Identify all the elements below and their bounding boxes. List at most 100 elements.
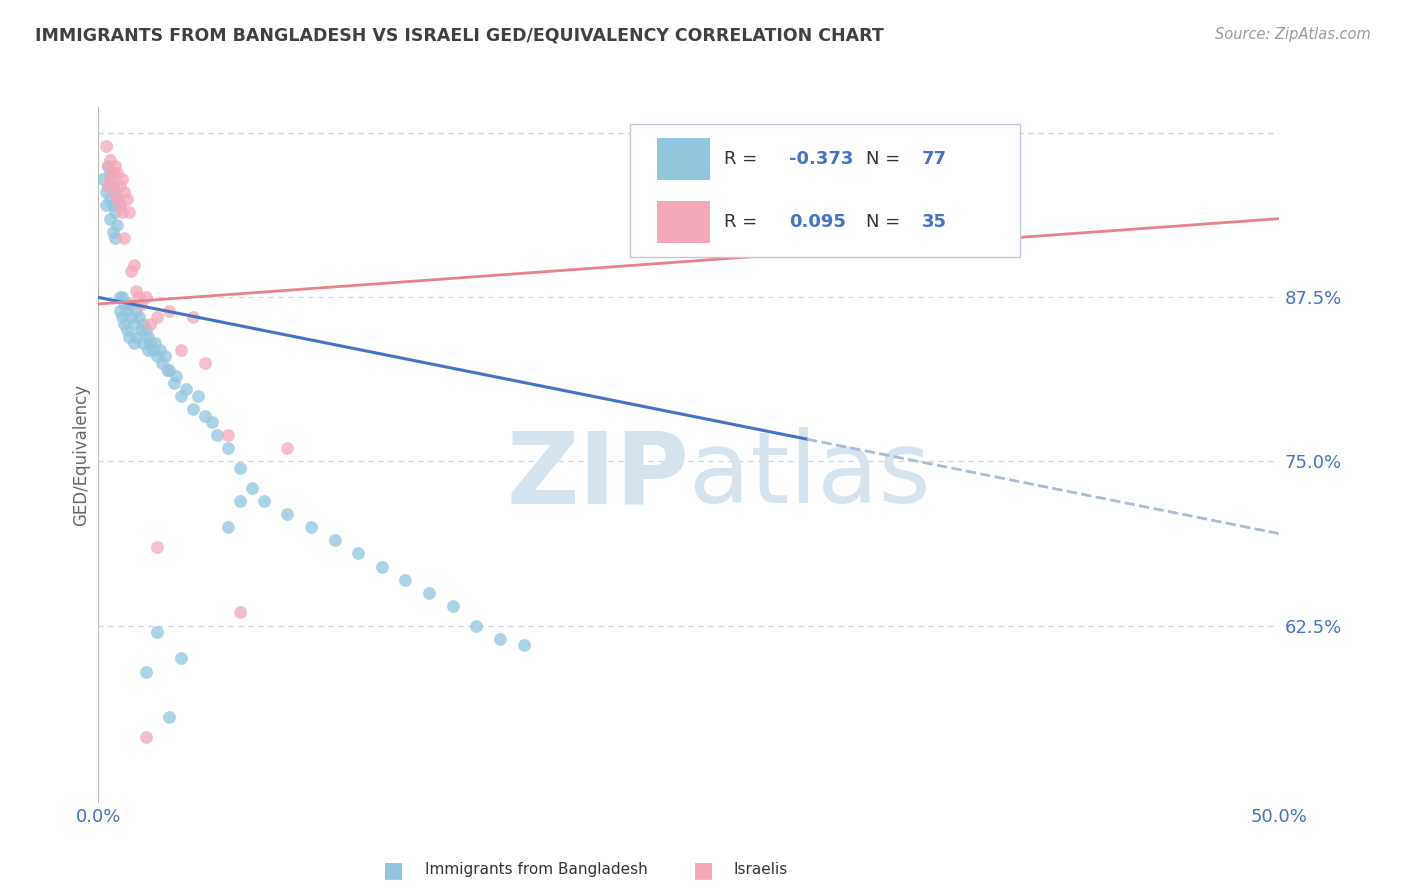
Point xyxy=(217,442,239,456)
Point xyxy=(194,409,217,423)
Point xyxy=(135,290,157,304)
FancyBboxPatch shape xyxy=(630,124,1019,257)
Point xyxy=(153,350,176,364)
Text: 35: 35 xyxy=(921,213,946,231)
Point xyxy=(418,586,440,600)
Point xyxy=(125,303,148,318)
Text: Immigrants from Bangladesh: Immigrants from Bangladesh xyxy=(425,863,647,877)
Point xyxy=(121,264,143,278)
Point xyxy=(97,159,120,173)
Point xyxy=(146,540,169,554)
Point xyxy=(136,330,159,344)
Point xyxy=(512,638,534,652)
Point xyxy=(150,356,173,370)
Point xyxy=(101,198,124,212)
Point xyxy=(174,382,197,396)
Point xyxy=(157,362,180,376)
Text: ZIP: ZIP xyxy=(506,427,689,524)
Point xyxy=(146,625,169,640)
Point xyxy=(94,198,117,212)
Point xyxy=(139,336,162,351)
Point xyxy=(104,231,127,245)
Point xyxy=(97,159,120,173)
Point xyxy=(217,428,239,442)
Point xyxy=(217,520,239,534)
Point xyxy=(111,290,134,304)
Point xyxy=(97,178,120,193)
Point xyxy=(253,494,276,508)
Point xyxy=(465,618,488,632)
Point xyxy=(115,303,138,318)
Point xyxy=(229,494,252,508)
Point xyxy=(101,178,124,193)
Point xyxy=(108,198,131,212)
Point xyxy=(347,546,370,560)
Text: 77: 77 xyxy=(921,150,946,169)
Point xyxy=(118,330,141,344)
Point xyxy=(187,389,209,403)
Point xyxy=(115,192,138,206)
Point xyxy=(489,632,512,646)
Point xyxy=(108,178,131,193)
Point xyxy=(128,290,150,304)
Point xyxy=(101,225,124,239)
Point xyxy=(142,343,165,357)
Point xyxy=(135,665,157,679)
Point xyxy=(136,343,159,357)
Text: atlas: atlas xyxy=(689,427,931,524)
Bar xyxy=(657,201,710,243)
Point xyxy=(94,186,117,200)
Point xyxy=(94,139,117,153)
Point xyxy=(201,415,224,429)
Point xyxy=(146,310,169,324)
Point xyxy=(125,284,148,298)
Point xyxy=(394,573,416,587)
Point xyxy=(165,369,187,384)
Point xyxy=(112,297,135,311)
Point xyxy=(129,323,152,337)
Text: R =: R = xyxy=(724,150,763,169)
Point xyxy=(135,730,157,744)
Point xyxy=(163,376,186,390)
Point xyxy=(91,172,114,186)
Point xyxy=(121,310,143,324)
Point xyxy=(108,290,131,304)
Text: R =: R = xyxy=(724,213,763,231)
Point xyxy=(229,606,252,620)
Point xyxy=(105,192,128,206)
Point xyxy=(118,205,141,219)
Point xyxy=(441,599,464,613)
Point xyxy=(105,166,128,180)
Point xyxy=(115,323,138,337)
Point xyxy=(104,205,127,219)
Point xyxy=(143,336,166,351)
Point xyxy=(135,323,157,337)
Point xyxy=(157,710,180,724)
Point xyxy=(139,317,162,331)
Point xyxy=(181,401,204,416)
Point xyxy=(118,297,141,311)
Point xyxy=(104,186,127,200)
Point xyxy=(129,297,152,311)
Point xyxy=(97,178,120,193)
Point xyxy=(108,198,131,212)
Point xyxy=(146,350,169,364)
Point xyxy=(111,205,134,219)
Point xyxy=(170,651,193,665)
Text: Israelis: Israelis xyxy=(734,863,789,877)
Point xyxy=(112,231,135,245)
Point xyxy=(323,533,346,548)
Point xyxy=(156,362,179,376)
Point xyxy=(112,186,135,200)
Text: N =: N = xyxy=(866,213,905,231)
Y-axis label: GED/Equivalency: GED/Equivalency xyxy=(72,384,90,526)
Text: -0.373: -0.373 xyxy=(789,150,853,169)
Point xyxy=(240,481,263,495)
Point xyxy=(276,507,298,521)
Point xyxy=(205,428,228,442)
Text: ■: ■ xyxy=(693,860,713,880)
Text: N =: N = xyxy=(866,150,905,169)
Point xyxy=(98,211,121,226)
Point xyxy=(194,356,217,370)
Point xyxy=(170,343,193,357)
